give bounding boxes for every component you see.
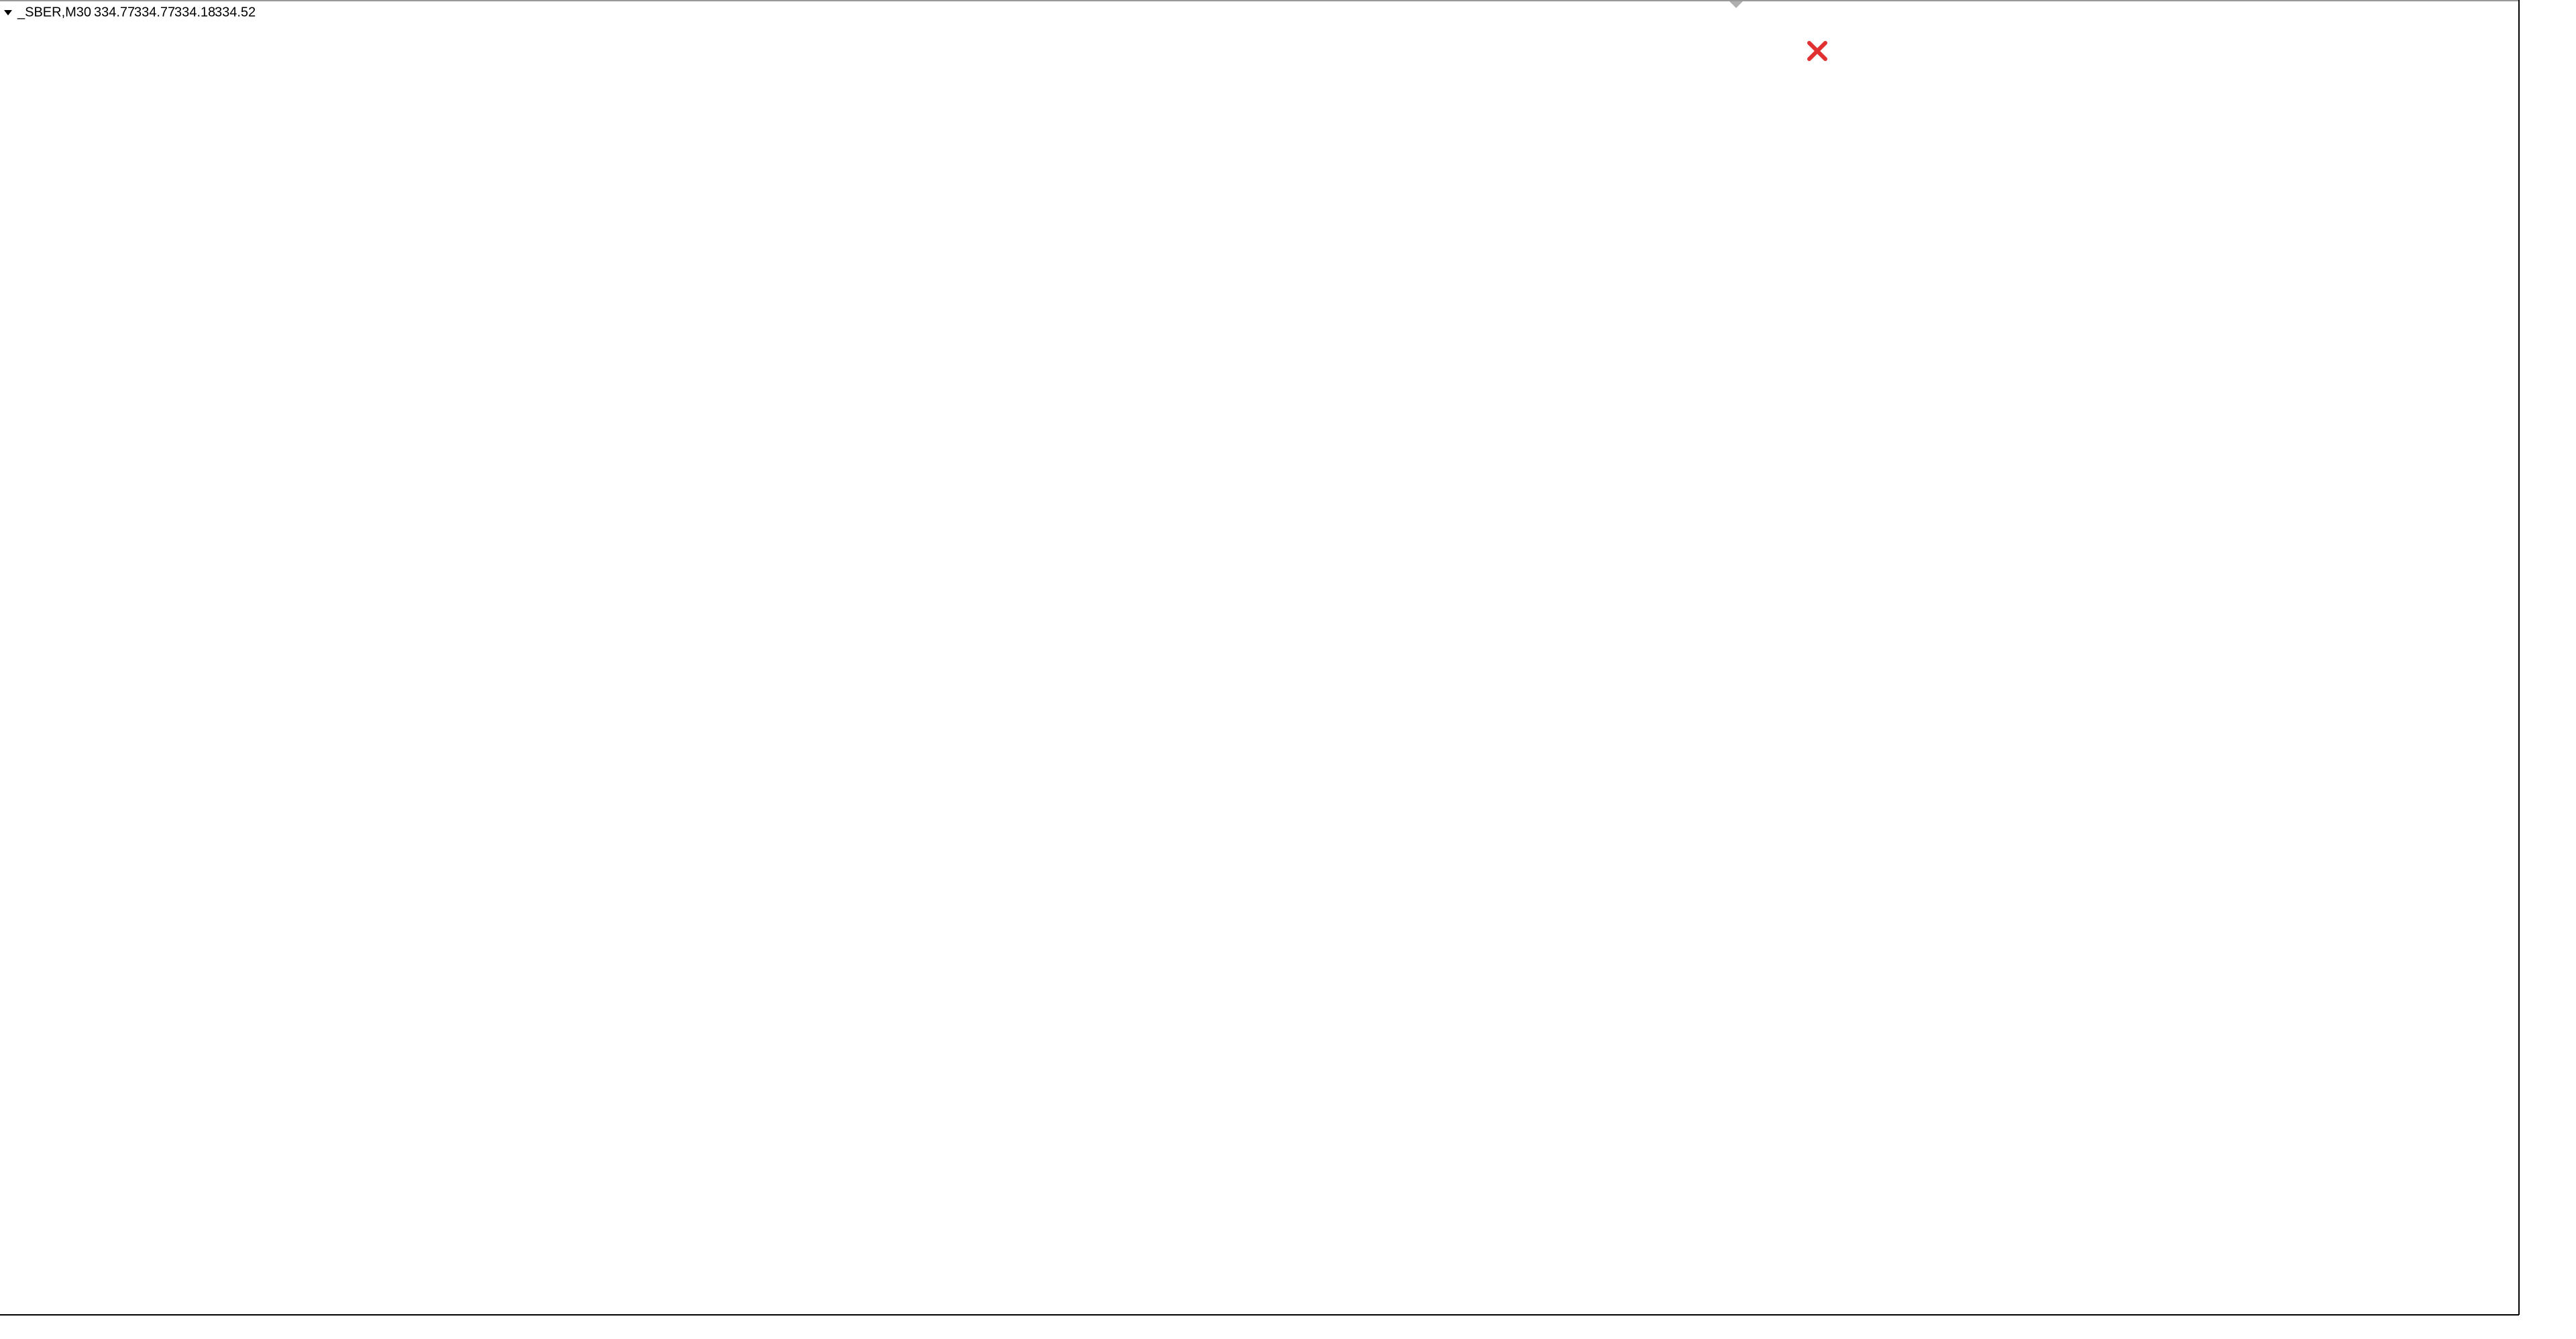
last-high: 334.77 <box>134 5 175 19</box>
cross-stroke <box>1807 41 1827 61</box>
close-icon <box>1807 41 1827 61</box>
shift-marker <box>1729 1 1743 8</box>
last-open: 334.77 <box>94 5 135 19</box>
menu-triangle[interactable] <box>4 10 12 15</box>
symbol-title: _SBER,M30 <box>17 5 91 19</box>
last-low: 334.18 <box>174 5 215 19</box>
last-close: 334.52 <box>215 5 256 19</box>
